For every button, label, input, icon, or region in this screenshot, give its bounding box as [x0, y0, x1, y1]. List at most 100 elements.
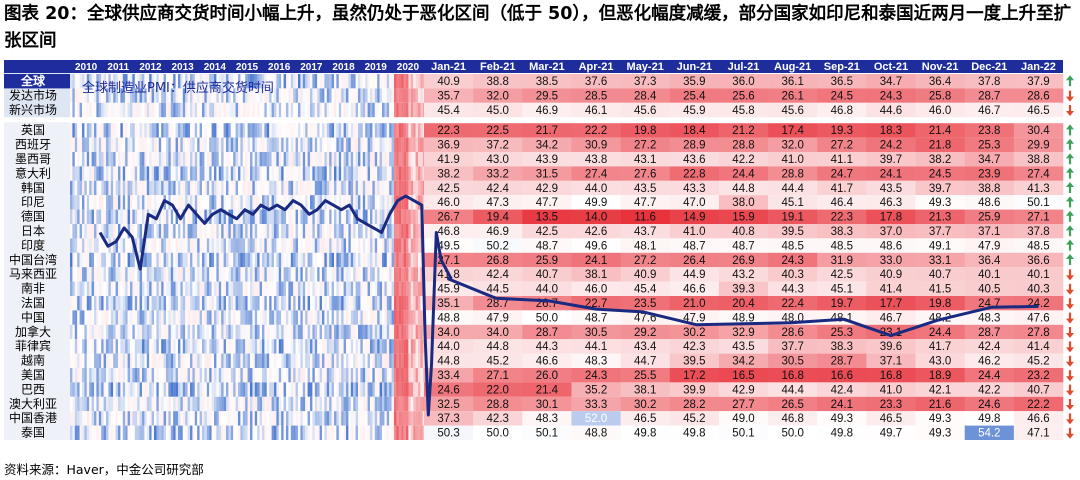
month-tick-label: Jan-21: [431, 61, 466, 73]
heatmap-cell: [620, 267, 671, 282]
heatmap-cell: [571, 224, 621, 239]
trend-down-arrow: [1066, 384, 1074, 396]
cell-value-label: 27.4: [585, 168, 608, 180]
cell-value-label: 28.2: [683, 399, 705, 411]
trend-up-arrow: [1066, 254, 1074, 265]
heatmap-cell: [817, 396, 867, 412]
heatmap-cell: [964, 74, 1015, 89]
cell-value-label: 50.1: [732, 428, 754, 440]
heatmap-cell: [424, 166, 474, 181]
heatmap-cell: [915, 252, 965, 268]
heatmap-cell: [866, 368, 916, 383]
heatmap-cell: [718, 353, 769, 368]
heatmap-cell: [718, 238, 769, 253]
cell-value-label: 32.0: [487, 90, 509, 102]
heatmap-cell: [1013, 209, 1064, 224]
heatmap-cell: [866, 224, 916, 239]
heatmap-cell: [768, 411, 818, 426]
cell-value-label: 43.5: [732, 341, 754, 353]
cell-value-label: 16.5: [732, 370, 754, 382]
cell-value-label: 37.7: [929, 226, 951, 238]
heatmap-cell: [571, 368, 621, 383]
cell-value-label: 28.7: [978, 90, 1000, 102]
cell-value-label: 44.6: [880, 105, 902, 117]
cell-value-label: 49.8: [683, 428, 705, 440]
heatmap-cell: [964, 238, 1015, 253]
heatmap-cell: [1013, 310, 1064, 325]
heatmap-cell: [1013, 238, 1064, 253]
heatmap-cell: [964, 102, 1015, 118]
heatmap-cell: [866, 324, 916, 340]
trend-down-arrow: [1066, 341, 1074, 353]
heatmap-cell: [571, 166, 621, 181]
cell-value-label: 39.7: [929, 183, 951, 195]
cell-value-label: 27.1: [487, 370, 509, 382]
heatmap-cell: [522, 353, 572, 368]
cell-value-label: 46.4: [831, 197, 854, 209]
cell-value-label: 48.6: [880, 240, 902, 252]
month-tick-label: Jun-21: [677, 61, 712, 73]
cell-value-label: 27.2: [634, 140, 656, 152]
heatmap-cell: [718, 137, 769, 152]
heatmap-cell: [964, 152, 1015, 167]
heatmap-cell: [571, 353, 621, 368]
heatmap-cell: [817, 296, 867, 311]
heatmap-cell: [473, 252, 523, 268]
cell-value-label: 48.8: [437, 312, 459, 324]
cell-value-label: 19.8: [634, 125, 656, 137]
heatmap-cell: [522, 310, 572, 325]
trend-down-arrow: [1066, 427, 1074, 439]
heatmap-cell: [866, 195, 916, 210]
cell-value-label: 33.4: [437, 370, 460, 382]
row-label: 越南: [21, 353, 45, 368]
heatmap-cell: [522, 396, 572, 412]
cell-value-label: 16.6: [831, 370, 853, 382]
heatmap-cell: [964, 353, 1015, 368]
cell-value-label: 42.4: [487, 183, 510, 195]
heatmap-cell: [866, 310, 916, 325]
cell-value-label: 37.1: [978, 226, 1000, 238]
heatmap-cell: [522, 368, 572, 383]
heatmap-cell: [866, 166, 916, 181]
cell-value-label: 24.5: [831, 90, 853, 102]
pmi-line: [98, 194, 1039, 417]
heatmap-cell: [620, 252, 671, 268]
month-tick-label: Dec-21: [971, 61, 1007, 73]
cell-value-label: 44.5: [487, 284, 509, 296]
cell-value-label: 25.6: [732, 90, 754, 102]
heatmap-cell: [817, 339, 867, 354]
row-label: 墨西哥: [15, 152, 51, 166]
cell-value-label: 40.9: [634, 269, 656, 281]
heatmap-cell: [571, 74, 621, 89]
cell-value-label: 28.4: [634, 90, 657, 102]
cell-value-label: 23.8: [978, 125, 1000, 137]
heatmap-cell: [669, 74, 720, 89]
heatmap-cell: [1013, 152, 1064, 167]
cell-value-label: 37.3: [634, 76, 656, 88]
heatmap-cell: [424, 324, 474, 340]
month-tick-label: Jan-22: [1021, 61, 1056, 73]
heatmap-cell: [473, 238, 523, 253]
month-tick-label: Oct-21: [874, 61, 908, 73]
cell-value-label: 35.7: [437, 90, 459, 102]
cell-value-label: 43.2: [732, 269, 754, 281]
cell-value-label: 44.9: [683, 269, 705, 281]
cell-value-label: 39.5: [781, 226, 803, 238]
cell-value-label: 43.7: [634, 226, 656, 238]
cell-value-label: 19.1: [781, 212, 803, 224]
year-tick-label: 2013: [172, 62, 195, 73]
year-tick-label: 2012: [139, 62, 162, 73]
heatmap-cell: [571, 252, 621, 268]
cell-value-label: 27.2: [634, 255, 656, 267]
cell-value-label: 38.8: [1027, 154, 1049, 166]
cell-value-label: 19.7: [831, 298, 853, 310]
month-tick-label: Feb-21: [480, 61, 515, 73]
heatmap-cell: [718, 74, 769, 89]
heatmap-cell: [817, 368, 867, 383]
heatmap-cell: [817, 195, 867, 210]
heatmap-cell: [473, 425, 523, 440]
heatmap-cell: [669, 102, 720, 118]
cell-value-label: 48.3: [536, 413, 558, 425]
cell-value-label: 33.2: [487, 168, 509, 180]
cell-value-label: 43.3: [683, 183, 705, 195]
